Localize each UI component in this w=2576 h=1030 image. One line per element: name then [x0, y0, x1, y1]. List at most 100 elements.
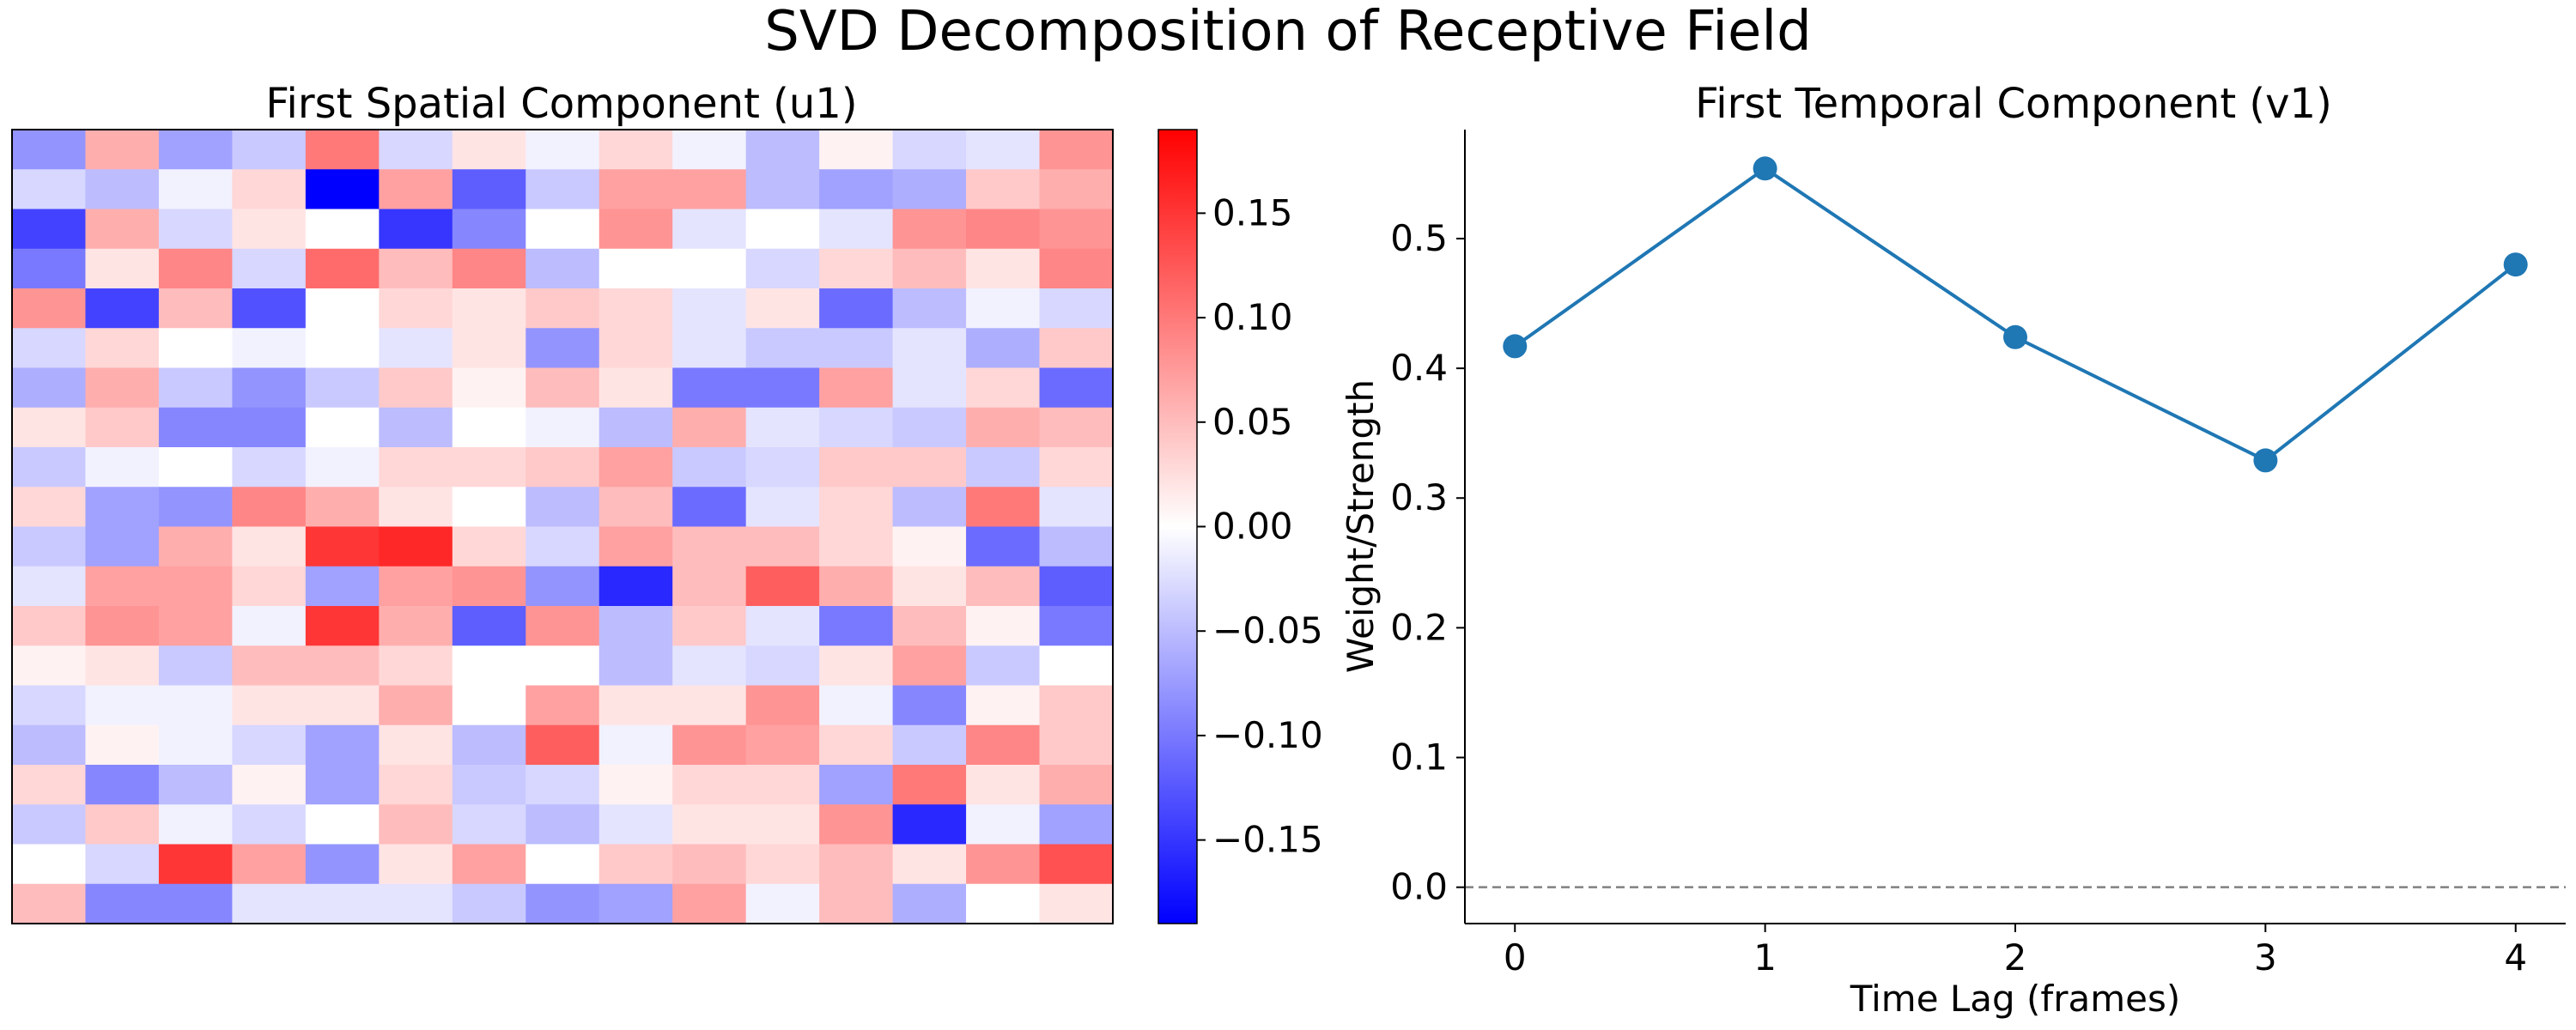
heatmap-cell — [966, 209, 1041, 250]
heatmap-cell — [379, 685, 453, 726]
heatmap-cell — [892, 724, 967, 766]
heatmap-cell — [12, 645, 87, 687]
heatmap-cell — [158, 169, 233, 210]
heatmap-cell — [1039, 328, 1114, 369]
heatmap-cell — [672, 645, 747, 687]
heatmap-cell — [232, 606, 307, 646]
heatmap-cell — [672, 169, 747, 210]
heatmap-cell — [819, 447, 894, 488]
heatmap-cell — [526, 169, 600, 210]
heatmap-cell — [598, 566, 673, 607]
heatmap-cell — [305, 804, 380, 845]
heatmap-cell — [892, 566, 967, 607]
heatmap-cell — [966, 765, 1041, 805]
colorbar-tick-label: 0.15 — [1212, 191, 1293, 233]
heatmap-cell — [1039, 645, 1114, 687]
heatmap-cell — [672, 685, 747, 726]
heatmap-cell — [1039, 526, 1114, 567]
heatmap-cell — [598, 169, 673, 210]
heatmap-cell — [452, 367, 526, 409]
heatmap-cell — [598, 130, 673, 170]
heatmap-cell — [892, 209, 967, 250]
heatmap-title: First Spatial Component (u1) — [265, 80, 857, 128]
heatmap-cell — [158, 130, 233, 170]
heatmap-cell — [452, 169, 526, 210]
x-tick-label: 1 — [1753, 936, 1777, 978]
heatmap-cell — [892, 407, 967, 448]
heatmap-cell — [379, 724, 453, 766]
heatmap-cell — [598, 288, 673, 329]
heatmap-cell — [526, 645, 600, 687]
heatmap-cell — [745, 724, 820, 766]
figure-title: SVD Decomposition of Receptive Field — [764, 0, 1812, 64]
heatmap-cell — [232, 447, 307, 488]
heatmap-cell — [12, 804, 87, 845]
heatmap-cell — [305, 367, 380, 409]
colorbar-tick-label: −0.05 — [1212, 609, 1323, 651]
heatmap-cell — [1039, 407, 1114, 448]
heatmap-cell — [1039, 367, 1114, 409]
heatmap-cell — [232, 844, 307, 885]
heatmap-cell — [892, 288, 967, 329]
series-points — [1503, 156, 2528, 473]
heatmap-cell — [305, 328, 380, 369]
heatmap-cell — [85, 804, 160, 845]
heatmap-cell — [672, 606, 747, 646]
heatmap-cell — [232, 288, 307, 329]
heatmap-cell — [1039, 765, 1114, 805]
heatmap-cell — [819, 407, 894, 448]
heatmap-cell — [526, 328, 600, 369]
heatmap-cell — [85, 328, 160, 369]
heatmap-cell — [452, 724, 526, 766]
heatmap-cell — [892, 526, 967, 567]
heatmap-cell — [85, 447, 160, 488]
heatmap-cell — [379, 606, 453, 646]
heatmap-cell — [526, 288, 600, 329]
heatmap-cell — [1039, 447, 1114, 488]
heatmap-cell — [158, 765, 233, 805]
heatmap-cell — [819, 169, 894, 210]
colorbar-tick-label: 0.05 — [1212, 401, 1293, 443]
heatmap-cell — [1039, 248, 1114, 289]
heatmap-cell — [305, 130, 380, 170]
heatmap-cell — [892, 248, 967, 289]
heatmap-cell — [526, 367, 600, 409]
heatmap-cell — [452, 487, 526, 528]
heatmap-cell — [526, 487, 600, 528]
colorbar-gradient — [1157, 129, 1198, 924]
heatmap-cell — [85, 645, 160, 687]
heatmap-cell — [305, 765, 380, 805]
heatmap-frame — [11, 129, 1114, 924]
heatmap-cell — [526, 407, 600, 448]
heatmap-cell — [379, 248, 453, 289]
heatmap-cell — [526, 248, 600, 289]
heatmap-cell — [452, 447, 526, 488]
heatmap-cell — [526, 724, 600, 766]
colorbar: 0.15 0.10 0.05 0.00 −0.05 −0.10 −0.15 — [1157, 129, 1323, 924]
heatmap-cell — [892, 328, 967, 369]
heatmap-cell — [966, 804, 1041, 845]
heatmap-cell — [158, 328, 233, 369]
heatmap-cell — [1039, 844, 1114, 885]
heatmap-cell — [379, 169, 453, 210]
heatmap-cell — [892, 447, 967, 488]
y-tick-label: 0.3 — [1390, 476, 1448, 518]
heatmap-cell — [819, 288, 894, 329]
heatmap-cell — [158, 367, 233, 409]
heatmap-cell — [819, 209, 894, 250]
heatmap-cell — [526, 765, 600, 805]
heatmap-cell — [745, 407, 820, 448]
heatmap-cell — [305, 883, 380, 924]
heatmap-cell — [232, 248, 307, 289]
heatmap-cell — [85, 765, 160, 805]
heatmap-cell — [379, 526, 453, 567]
heatmap-cell — [232, 209, 307, 250]
heatmap-cell — [892, 606, 967, 646]
heatmap-cell — [158, 447, 233, 488]
heatmap-cell — [232, 645, 307, 687]
colorbar-tick-label: 0.10 — [1212, 296, 1293, 338]
heatmap-cell — [598, 804, 673, 845]
heatmap-cell — [12, 566, 87, 607]
heatmap-cell — [1039, 606, 1114, 646]
